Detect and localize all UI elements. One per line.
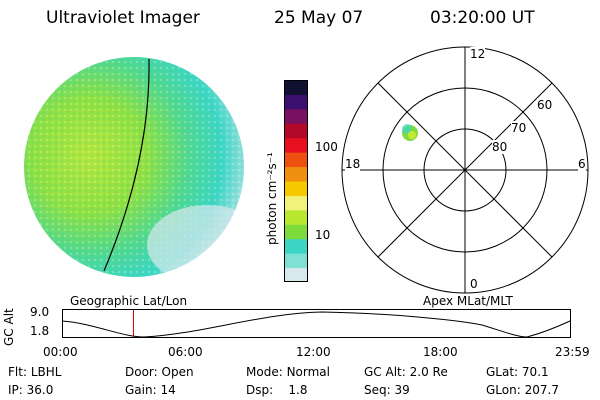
colorbar-segment [284,123,308,139]
time-tick-0000: 00:00 [43,345,78,359]
colorbar-segment [284,166,308,182]
mlt-label-12: 12 [470,47,486,61]
glat-label: GLat: [486,365,519,379]
glon-field: GLon: 207.7 [486,383,559,397]
gcalt-label: GC Alt: [364,365,406,379]
mlt-label-18: 18 [345,157,361,171]
gain-value: 14 [160,383,176,397]
gain-field: Gain: 14 [125,383,176,397]
orbit-plot-frame [62,309,571,338]
ip-field: IP: 36.0 [8,383,53,397]
colorbar-segment [284,181,308,196]
gcalt-value: 2.0 Re [409,365,448,379]
terminator-line [103,58,150,272]
uv-earth-image [24,57,244,277]
ip-label: IP: [8,383,23,397]
mode-label: Mode: [246,365,283,379]
colorbar-tick-10: 10 [315,228,331,242]
color-scale-bar [284,80,308,282]
glat-value: 70.1 [521,365,549,379]
seq-value: 39 [394,383,410,397]
glon-value: 207.7 [524,383,559,397]
colorbar-segment [284,152,308,168]
colorbar-segment [284,267,308,282]
date-label: 25 May 07 [274,8,364,28]
dsp-value: 1.8 [288,383,308,397]
door-field: Door: Open [125,365,194,379]
orbit-altitude-plot [62,309,571,338]
time-tick-0600: 06:00 [168,345,203,359]
y-tick-top: 9.0 [30,305,50,319]
gain-label: Gain: [125,383,157,397]
colorbar-segment [284,195,308,211]
lat-label-70: 70 [511,121,527,135]
flt-field: Flt: LBHL [8,365,61,379]
orbit-altitude-curve [62,311,571,338]
geographic-label: Geographic Lat/Lon [70,294,188,308]
mode-value: Normal [286,365,330,379]
door-label: Door: [125,365,158,379]
mlt-label-6: 6 [578,157,586,171]
seq-label: Seq: [364,383,391,397]
apex-label: Apex MLat/MLT [423,294,513,308]
colorbar-segment [284,94,308,110]
apex-polar-plot [341,46,589,294]
colorbar-frame [284,80,308,282]
colorbar-tick-100: 100 [315,140,338,154]
time-tick-1200: 12:00 [296,345,331,359]
mode-field: Mode: Normal [246,365,330,379]
glon-label: GLon: [486,383,521,397]
colorbar-segment [284,209,308,225]
colorbar-segment [284,108,308,124]
colorbar-segment [284,137,308,153]
glat-field: GLat: 70.1 [486,365,549,379]
instrument-title: Ultraviolet Imager [46,8,200,28]
lat-label-60: 60 [537,98,553,112]
mlt-label-0: 0 [470,277,478,291]
lat-label-80: 80 [492,140,508,154]
gcalt-field: GC Alt: 2.0 Re [364,365,448,379]
time-label: 03:20:00 UT [430,8,535,28]
colorbar-segment [284,80,308,95]
time-tick-2359: 23:59 [555,345,590,359]
colorbar-segment [284,238,308,254]
colorbar-segment [284,253,308,269]
flt-value: LBHL [30,365,62,379]
ip-value: 36.0 [26,383,54,397]
seq-field: Seq: 39 [364,383,410,397]
colorbar-segment [284,224,308,240]
flt-label: Flt: [8,365,27,379]
y-tick-bottom: 1.8 [30,324,50,338]
colorbar-unit-label: photon cm⁻²s⁻¹ [265,152,279,245]
dsp-label: Dsp: [246,383,274,397]
polar-line-diag2 [377,82,553,258]
time-tick-1800: 18:00 [423,345,458,359]
door-value: Open [161,365,194,379]
gc-alt-axis-label: GC Alt [2,308,16,346]
dsp-field: Dsp: 1.8 [246,383,308,397]
